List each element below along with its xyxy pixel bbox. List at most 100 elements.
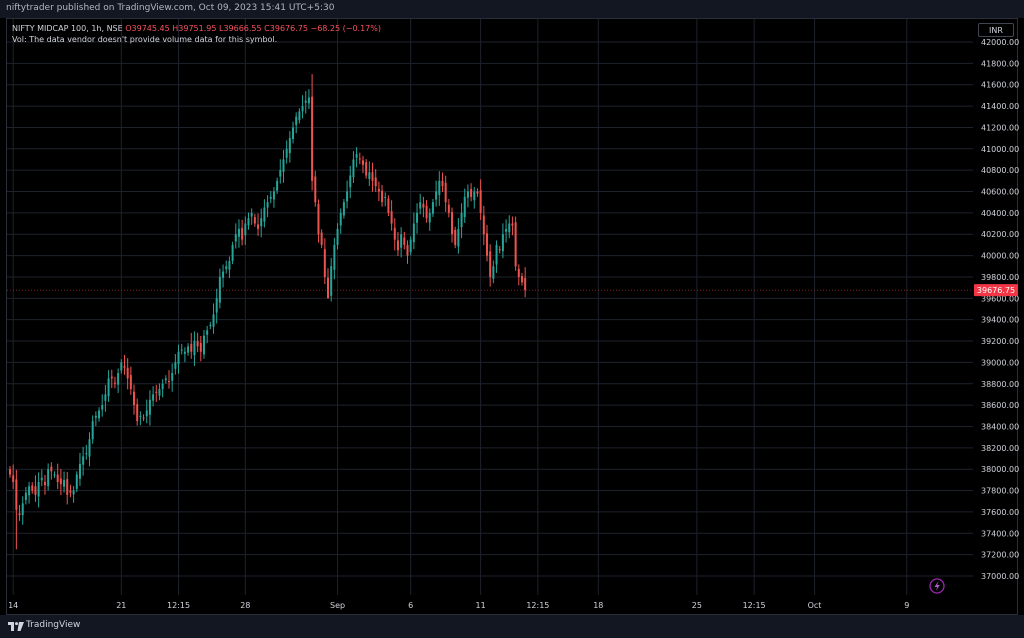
candle: [126, 358, 129, 390]
candle: [298, 108, 301, 124]
volume-note: Vol: The data vendor doesn't provide vol…: [12, 35, 278, 44]
candle: [489, 244, 492, 287]
time-tick-label: Sep: [330, 601, 345, 610]
candle: [31, 482, 34, 494]
candle: [21, 496, 24, 525]
open-value: O39745.45: [125, 24, 170, 33]
candle: [355, 147, 358, 168]
price-tick-label: 41400.00: [981, 102, 1019, 111]
candle: [164, 375, 167, 384]
candle: [409, 236, 412, 256]
candle: [263, 199, 266, 228]
candle: [129, 366, 132, 395]
currency-button[interactable]: INR: [978, 23, 1014, 37]
candle: [400, 227, 403, 258]
footer-brand: TradingView: [26, 620, 81, 630]
candle: [520, 272, 523, 286]
symbol-legend[interactable]: NIFTY MIDCAP 100, 1h, NSE O39745.45 H397…: [12, 23, 381, 35]
candle: [101, 394, 104, 417]
candle: [428, 208, 431, 231]
price-tick-label: 39600.00: [981, 294, 1019, 303]
candle: [368, 161, 371, 186]
candle: [425, 200, 428, 223]
candle: [155, 384, 158, 402]
candle: [412, 212, 415, 250]
candle: [63, 471, 66, 493]
time-tick-label: 18: [593, 601, 603, 610]
candle: [136, 398, 139, 426]
candle: [139, 411, 142, 426]
time-axis[interactable]: 14 21 12:15 28 Sep 6 11 12:15 18 25 12:15 Oct 9: [8, 601, 909, 610]
candle: [336, 223, 339, 250]
candle: [148, 390, 151, 426]
candle: [82, 446, 85, 476]
price-tick-label: 38600.00: [981, 401, 1019, 410]
candle: [323, 238, 326, 285]
candle: [88, 432, 91, 467]
candle: [492, 260, 495, 284]
grid-lines: [7, 19, 973, 595]
candle: [279, 159, 282, 184]
price-tick-label: 40000.00: [981, 252, 1019, 261]
high-value: H39751.95: [172, 24, 217, 33]
candle: [152, 386, 155, 407]
candle: [218, 268, 221, 309]
low-value: L39666.55: [218, 24, 262, 33]
candle: [422, 196, 425, 218]
candle: [228, 256, 231, 279]
time-tick-label: 12:15: [743, 601, 766, 610]
candle: [454, 226, 457, 249]
candle: [168, 370, 170, 389]
chart-frame: [6, 18, 1018, 615]
price-tick-label: 38400.00: [981, 422, 1019, 431]
candle: [196, 332, 199, 353]
candle: [508, 215, 511, 239]
candle: [50, 462, 53, 480]
candle: [349, 165, 352, 199]
candle: [142, 414, 145, 422]
candle: [406, 240, 409, 264]
price-tick-label: 40400.00: [981, 209, 1019, 218]
candle: [282, 149, 285, 183]
candle: [505, 219, 508, 243]
candle: [120, 359, 123, 374]
candle: [85, 444, 88, 460]
close-value: C39676.75: [264, 24, 308, 33]
price-tick-label: 37600.00: [981, 508, 1019, 517]
candle: [330, 257, 333, 302]
candle: [285, 140, 288, 164]
candle: [470, 183, 473, 202]
candle: [94, 411, 97, 427]
candle: [511, 216, 514, 236]
candle: [486, 225, 488, 262]
candle: [514, 216, 517, 271]
candle: [333, 237, 336, 280]
candle: [371, 162, 374, 192]
candle: [78, 452, 81, 486]
candle: [257, 213, 260, 236]
time-tick-label: Oct: [808, 601, 822, 610]
price-tick-label: 39200.00: [981, 337, 1019, 346]
candle: [24, 486, 27, 505]
price-axis[interactable]: 37000.00 37200.00 37400.00 37600.00 37800.00…: [981, 38, 1019, 581]
candle: [113, 376, 116, 389]
price-tick-label: 41200.00: [981, 123, 1019, 132]
candle: [390, 200, 393, 231]
candle: [466, 184, 469, 208]
candle: [53, 471, 56, 478]
candle: [276, 177, 279, 194]
candle: [346, 180, 349, 209]
candle: [145, 399, 148, 424]
candle: [327, 268, 329, 299]
candle: [393, 218, 396, 251]
candle: [352, 151, 355, 183]
candle: [123, 354, 126, 375]
candle: [517, 264, 520, 286]
lightning-icon[interactable]: [929, 578, 945, 594]
candle: [56, 463, 59, 490]
candle: [72, 486, 75, 503]
price-tick-label: 41000.00: [981, 145, 1019, 154]
change-value: −68.25 (−0.17%): [310, 24, 381, 33]
candle: [241, 219, 244, 246]
